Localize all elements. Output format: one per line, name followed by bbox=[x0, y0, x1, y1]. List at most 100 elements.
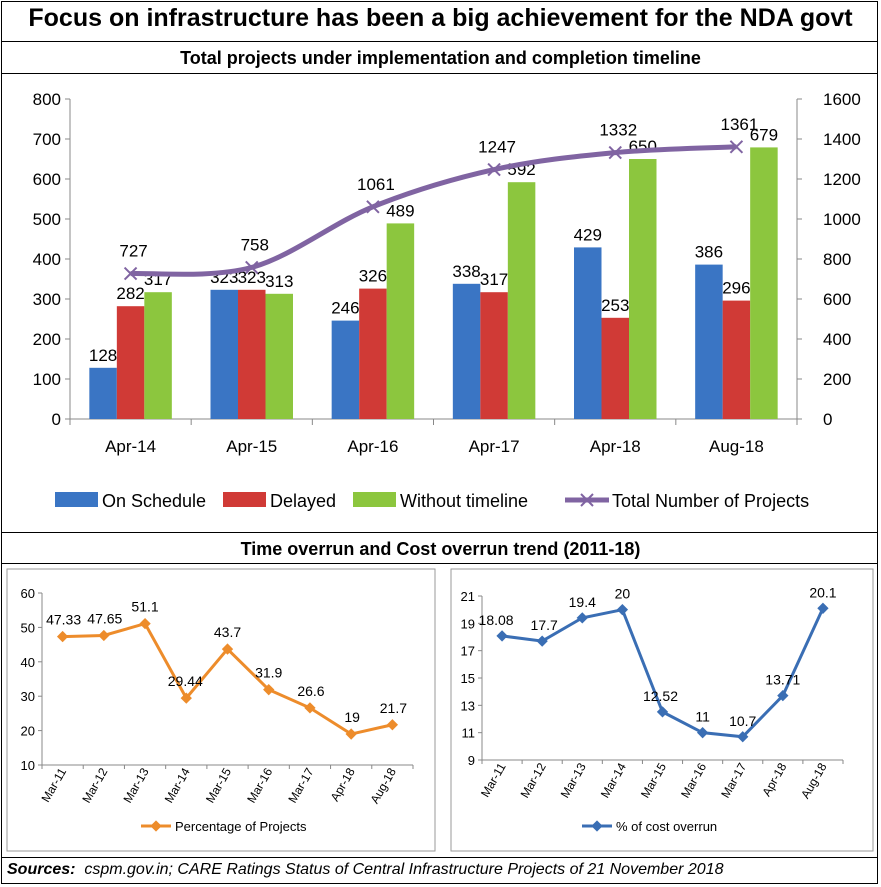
chart2-marker bbox=[304, 702, 316, 714]
chart1-y2-tick-label: 1000 bbox=[823, 210, 861, 229]
divider bbox=[1, 857, 878, 858]
chart1-bar-data-label: 489 bbox=[386, 201, 414, 220]
chart3-data-label: 17.7 bbox=[531, 617, 558, 633]
chart3-marker bbox=[777, 689, 789, 702]
chart1-legend-swatch bbox=[223, 492, 266, 507]
chart1-legend-label: Delayed bbox=[270, 491, 336, 511]
chart1-total-data-label: 1061 bbox=[357, 175, 395, 194]
chart1-y-tick-label: 200 bbox=[33, 330, 61, 349]
chart3-marker bbox=[616, 604, 629, 616]
chart1-total-data-label: 1361 bbox=[721, 115, 759, 134]
chart2-data-label: 31.9 bbox=[255, 665, 282, 681]
chart1-total-marker bbox=[245, 260, 259, 275]
chart1-total-marker bbox=[366, 200, 380, 214]
chart1-x-tick-label: Apr-18 bbox=[590, 437, 641, 456]
chart1-x-tick-label: Aug-18 bbox=[709, 437, 764, 456]
chart1-bar-data-label: 317 bbox=[480, 270, 508, 289]
chart1-bar-data-label: 296 bbox=[722, 279, 750, 298]
chart1-legend-swatch bbox=[353, 492, 396, 507]
chart2-data-label: 47.33 bbox=[46, 612, 81, 628]
chart1-y-tick-label: 600 bbox=[33, 170, 61, 189]
chart1-bar bbox=[144, 292, 172, 419]
chart2-frame bbox=[6, 568, 436, 852]
chart1-total-line bbox=[130, 144, 737, 277]
chart1-title: Total projects under implementation and … bbox=[180, 48, 701, 68]
chart1-y-tick-label: 0 bbox=[52, 410, 61, 429]
chart1-bar bbox=[507, 182, 536, 419]
chart1-y2-tick-label: 0 bbox=[823, 410, 832, 429]
chart2-y-tick-label: 50 bbox=[21, 620, 35, 635]
chart2-y-tick-label: 40 bbox=[21, 655, 35, 670]
chart1-bar bbox=[238, 289, 266, 419]
chart3-marker bbox=[817, 602, 829, 614]
chart1-bar bbox=[210, 289, 238, 419]
chart1-bar bbox=[359, 288, 387, 419]
chart1-bar-data-label: 246 bbox=[331, 299, 359, 318]
chart2-marker bbox=[56, 630, 69, 643]
chart3-y-tick-label: 17 bbox=[461, 644, 475, 659]
chart2-data-label: 51.1 bbox=[131, 599, 158, 615]
chart3-data-label: 20 bbox=[615, 586, 631, 602]
chart1-bar bbox=[574, 247, 602, 419]
chart1-x-tick-label: Apr-17 bbox=[469, 437, 520, 456]
chart1-bar bbox=[331, 320, 360, 419]
chart1-y2-tick-label: 1600 bbox=[823, 90, 861, 109]
chart1-bar-data-label: 679 bbox=[750, 125, 778, 144]
chart2-y-tick-label: 60 bbox=[21, 586, 35, 601]
chart1-y-tick-label: 700 bbox=[33, 130, 61, 149]
chart3-marker bbox=[656, 706, 669, 718]
chart2-data-label: 19 bbox=[344, 709, 360, 725]
chart1-bar bbox=[265, 293, 293, 419]
sources-text: cspm.gov.in; CARE Ratings Status of Cent… bbox=[84, 861, 724, 878]
chart3-data-label: 12.52 bbox=[643, 688, 678, 704]
chart1-total-data-label: 727 bbox=[119, 242, 147, 261]
chart1-y-tick-label: 800 bbox=[33, 90, 61, 109]
chart1-bar-data-label: 338 bbox=[452, 262, 480, 281]
divider bbox=[1, 532, 878, 533]
chart1-y-tick-label: 100 bbox=[33, 370, 61, 389]
chart1-y2-tick-label: 200 bbox=[823, 370, 851, 389]
chart1-x-tick-label: Apr-15 bbox=[226, 437, 277, 456]
chart3-marker bbox=[696, 727, 709, 739]
chart1-bar-data-label: 326 bbox=[359, 267, 387, 286]
chart3-data-label: 11 bbox=[695, 709, 710, 725]
chart1-total-data-label: 758 bbox=[241, 235, 269, 254]
chart3-y-tick-label: 11 bbox=[462, 726, 476, 741]
chart2-title: Time overrun and Cost overrun trend (201… bbox=[240, 539, 641, 559]
chart1-x-tick-label: Apr-16 bbox=[347, 437, 398, 456]
chart1-bar-data-label: 313 bbox=[265, 272, 293, 291]
chart1-bar-data-label: 253 bbox=[601, 296, 629, 315]
chart2-marker bbox=[386, 719, 399, 731]
divider bbox=[1, 73, 878, 74]
chart1-y2-tick-label: 1200 bbox=[823, 170, 861, 189]
chart1-legend-swatch bbox=[55, 492, 98, 507]
chart1-total-marker bbox=[487, 162, 501, 177]
chart3-legend-marker bbox=[591, 820, 603, 832]
chart2-y-tick-label: 30 bbox=[21, 689, 35, 704]
chart1-bar bbox=[722, 300, 751, 419]
chart1-y-tick-label: 300 bbox=[33, 290, 61, 309]
chart2-y-tick-label: 20 bbox=[21, 724, 35, 739]
chart3-marker bbox=[496, 630, 508, 642]
chart1-bar-data-label: 128 bbox=[89, 346, 117, 365]
chart2-marker bbox=[139, 617, 151, 630]
chart1-bar bbox=[452, 283, 481, 419]
chart1-y2-tick-label: 400 bbox=[823, 330, 851, 349]
chart2-data-label: 21.7 bbox=[380, 700, 407, 716]
chart2-data-label: 47.65 bbox=[87, 610, 122, 626]
chart1-bar bbox=[750, 147, 778, 419]
chart1-legend-label: On Schedule bbox=[102, 491, 206, 511]
chart1-bar bbox=[116, 306, 145, 419]
chart2-marker bbox=[180, 692, 192, 704]
chart1-bar bbox=[89, 367, 117, 419]
chart1-y-tick-label: 400 bbox=[33, 250, 61, 269]
chart3-data-label: 18.08 bbox=[479, 612, 514, 628]
chart2-y-tick-label: 10 bbox=[21, 758, 35, 773]
chart1-y2-tick-label: 600 bbox=[823, 290, 851, 309]
chart1-bar-data-label: 429 bbox=[574, 225, 602, 244]
chart1-total-marker bbox=[608, 145, 622, 160]
chart3-data-label: 10.7 bbox=[729, 713, 756, 729]
chart1-total-data-label: 1247 bbox=[478, 138, 516, 157]
